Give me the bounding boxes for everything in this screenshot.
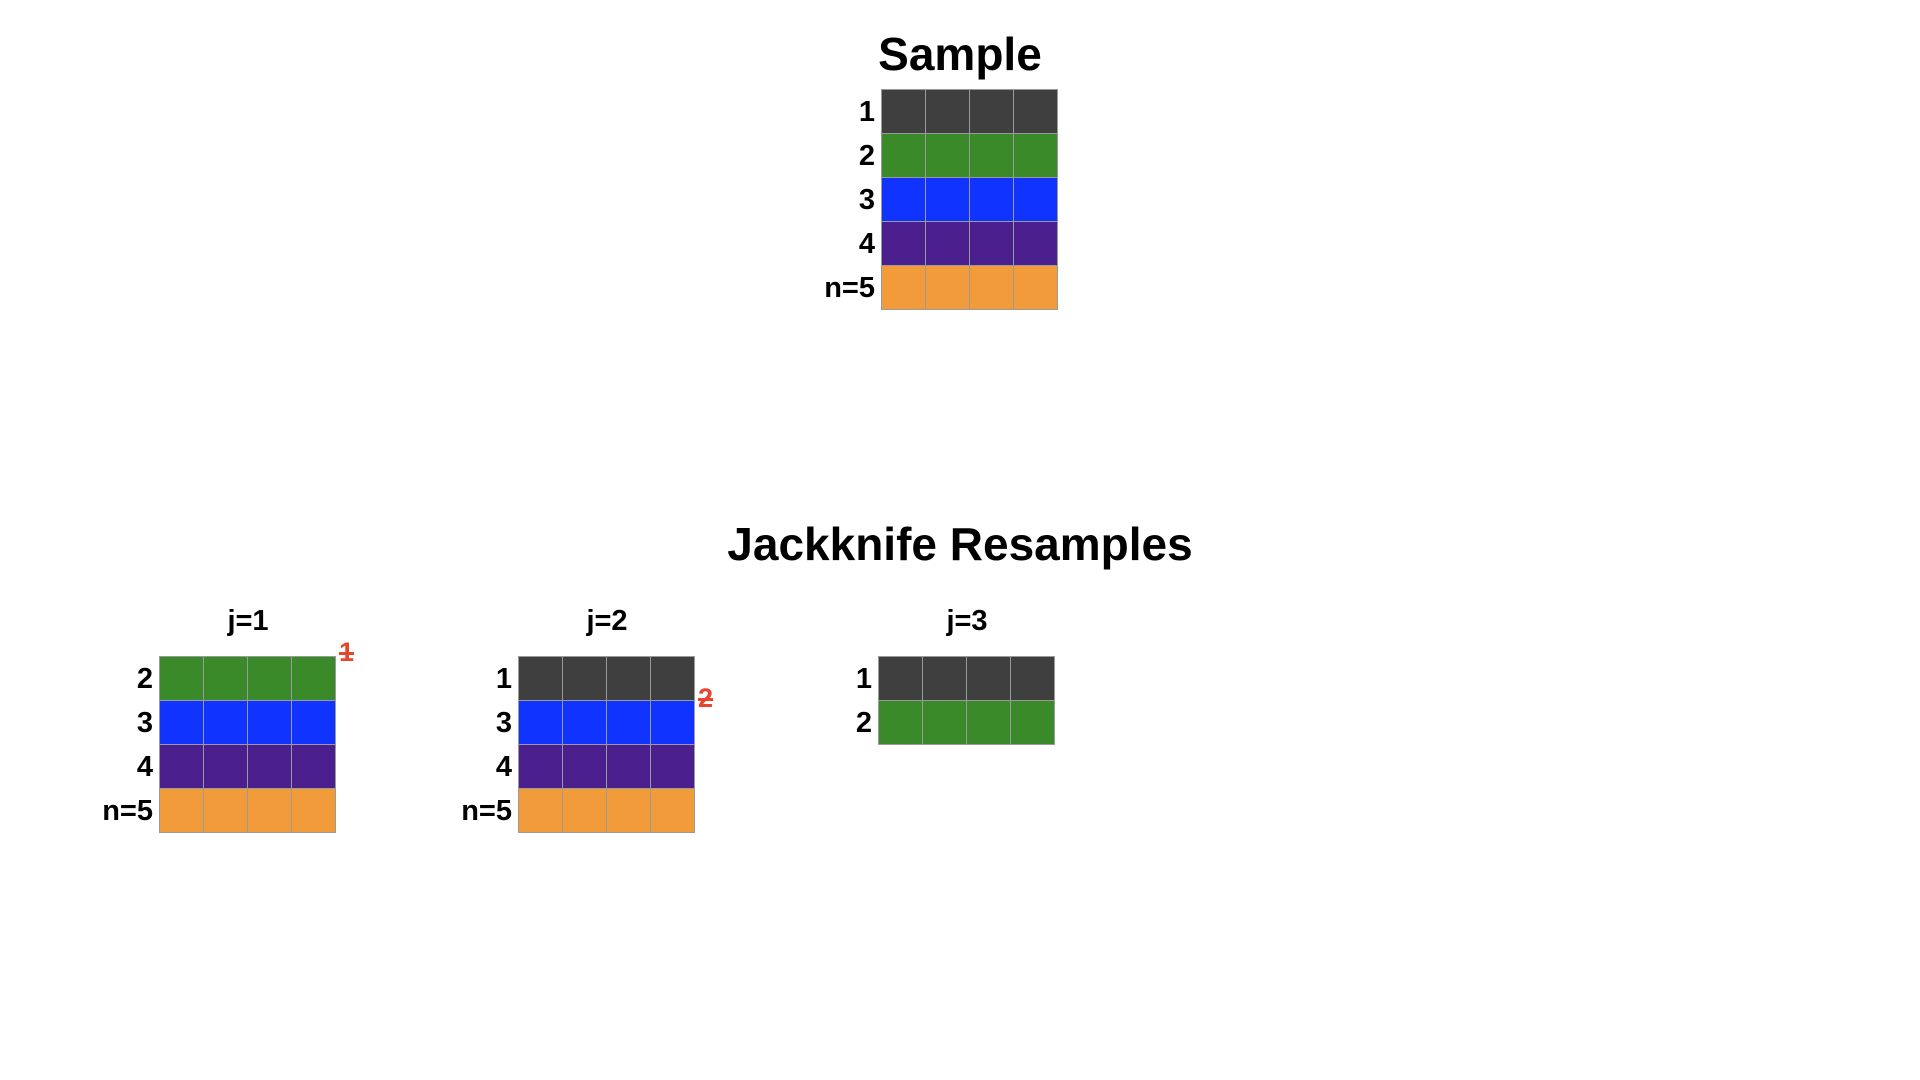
resample-panel-cell: [563, 745, 607, 789]
sample-cell: [926, 266, 970, 310]
sample-cell: [882, 134, 926, 178]
resample-panel-cell: [967, 657, 1011, 701]
resample-panel-label: j=3: [946, 605, 988, 637]
resample-panel-cell: [248, 657, 292, 701]
resample-panel-cell: [204, 789, 248, 833]
resample-panel-row-label: n=5: [102, 795, 153, 827]
resample-panel-cell: [563, 789, 607, 833]
resample-panel-cell: [651, 701, 695, 745]
resample-panel-cell: [292, 657, 336, 701]
sample-title: Sample: [878, 28, 1042, 80]
resample-panel-cell: [292, 701, 336, 745]
resample-panel-cell: [651, 745, 695, 789]
sample-cell: [882, 222, 926, 266]
sample-cell: [882, 178, 926, 222]
sample-cell: [970, 178, 1014, 222]
resample-panel-row-label: n=5: [461, 795, 512, 827]
sample-cell: [1014, 178, 1058, 222]
sample-cell: [926, 178, 970, 222]
resample-panel-row-label: 1: [855, 663, 872, 695]
resample-panel-row-label: 3: [495, 707, 512, 739]
resample-panel-cell: [160, 657, 204, 701]
resample-panel-cell: [607, 745, 651, 789]
sample-cell: [1014, 134, 1058, 178]
resample-panel-cell: [248, 701, 292, 745]
resample-panel-cell: [923, 657, 967, 701]
resample-panel-grid: [518, 656, 695, 833]
removed-row-marker: 2: [698, 683, 714, 713]
resample-panel-cell: [563, 701, 607, 745]
sample-row-label: n=5: [824, 272, 875, 304]
resample-panel-cell: [204, 701, 248, 745]
sample-cell: [926, 222, 970, 266]
resample-panel-row-label: 1: [495, 663, 512, 695]
resample-panel-row-label: 4: [495, 751, 512, 783]
sample-cell: [926, 134, 970, 178]
sample-row-label: 1: [858, 96, 875, 128]
jackknife-resamples-title: Jackknife Resamples: [727, 518, 1193, 570]
resample-panel-label: j=1: [227, 605, 269, 637]
resample-panel-cell: [160, 701, 204, 745]
resample-panel-row-label: 4: [136, 751, 153, 783]
sample-grid: [881, 89, 1058, 310]
resample-panel-cell: [651, 789, 695, 833]
sample-cell: [882, 90, 926, 134]
sample-cell: [926, 90, 970, 134]
resample-panel-label: j=2: [586, 605, 628, 637]
resample-panel-cell: [160, 789, 204, 833]
resample-panel-cell: [519, 657, 563, 701]
resample-panel-cell: [1011, 657, 1055, 701]
sample-row-label: 2: [858, 140, 875, 172]
resample-panel-cell: [607, 701, 651, 745]
resample-panel-cell: [879, 701, 923, 745]
resample-panel-grid: [878, 656, 1055, 745]
resample-panel-cell: [607, 657, 651, 701]
resample-panel-cell: [1011, 701, 1055, 745]
sample-cell: [970, 222, 1014, 266]
resample-panel-cell: [923, 701, 967, 745]
resample-panel-cell: [967, 701, 1011, 745]
resample-panel-cell: [607, 789, 651, 833]
resample-panel-cell: [563, 657, 607, 701]
resample-panel-grid: [159, 656, 336, 833]
resample-panel-cell: [292, 745, 336, 789]
resample-panel-cell: [160, 745, 204, 789]
resample-panel-row-label: 2: [855, 707, 872, 739]
sample-cell: [1014, 222, 1058, 266]
sample-cell: [970, 134, 1014, 178]
sample-cell: [882, 266, 926, 310]
resample-panel-row-label: 2: [136, 663, 153, 695]
resample-panel-cell: [204, 657, 248, 701]
sample-cell: [1014, 266, 1058, 310]
resample-panel-cell: [519, 701, 563, 745]
resample-panel-cell: [651, 657, 695, 701]
sample-cell: [970, 90, 1014, 134]
removed-row-marker: 1: [339, 637, 355, 667]
sample-row-label: 4: [858, 228, 875, 260]
sample-row-label: 3: [858, 184, 875, 216]
sample-cell: [1014, 90, 1058, 134]
resample-panel-cell: [519, 789, 563, 833]
resample-panel-cell: [879, 657, 923, 701]
resample-panel-cell: [248, 789, 292, 833]
resample-panel-cell: [292, 789, 336, 833]
resample-panel-row-label: 3: [136, 707, 153, 739]
resample-panel-cell: [519, 745, 563, 789]
resample-panel-cell: [204, 745, 248, 789]
sample-cell: [970, 266, 1014, 310]
resample-panel-cell: [248, 745, 292, 789]
